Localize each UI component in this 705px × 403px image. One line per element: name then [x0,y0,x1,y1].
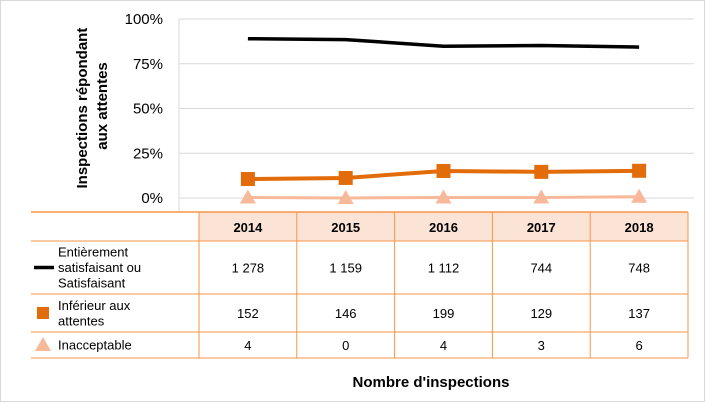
table-cell-value: 199 [433,306,455,321]
y-tick-label: 50% [133,101,163,118]
data-point-triangle [631,188,648,203]
data-point-triangle [533,189,550,204]
x-category-label: 2017 [527,220,556,235]
data-point-triangle [435,189,452,204]
legend-label: satisfaisant ou [58,260,141,275]
data-point-square [240,172,255,187]
table-cell-value: 0 [342,338,349,353]
y-axis-ticks: 100% 75% 50% 25% 0% [125,11,163,207]
legend-label: Satisfaisant [58,276,126,291]
data-table: 2014 2015 2016 2017 2018 Entièrementsatisfais… [31,211,689,359]
table-header-band [199,212,688,241]
y-tick-label: 75% [133,56,163,73]
table-cell-value: 744 [530,261,552,276]
table-cell-value: 137 [628,306,650,321]
y-axis-title: Inspections répondant aux attentes [74,23,111,188]
table-cell-value: 1 112 [428,261,460,276]
table-cell-value: 6 [635,338,642,353]
x-axis-title: Nombre d'inspections [353,374,510,391]
table-cell-value: 748 [628,261,650,276]
y-axis-title-line-1: Inspections répondant [74,28,91,189]
series-line [247,36,640,49]
table-cell-value: 152 [237,306,259,321]
table-cell-value: 1 278 [232,261,265,276]
legend-key-square [37,307,49,319]
data-point-triangle [337,190,354,204]
legend-label: Inacceptable [58,338,132,353]
y-tick-label: 25% [133,145,163,162]
y-tick-label: 0% [141,190,163,207]
data-point-square [436,163,451,178]
x-category-label: 2018 [625,220,654,235]
data-point-square [632,163,647,178]
table-cell-value: 3 [538,338,545,353]
table-cell-value: 129 [530,306,552,321]
data-point-triangle [239,189,256,204]
legend-label: Entièrement [58,245,128,260]
data-point-square [338,170,353,185]
legend-label: attentes [58,313,105,328]
y-axis-title-line-2: aux attentes [94,62,111,150]
table-cell-value: 1 159 [329,261,362,276]
series-lines [239,36,648,204]
x-category-label: 2016 [429,220,458,235]
x-category-label: 2014 [233,220,263,235]
y-tick-label: 100% [125,11,163,28]
legend-label: Inférieur aux [58,298,131,313]
table-cell-value: 146 [335,306,357,321]
table-cell-value: 4 [244,338,251,353]
legend-key-triangle [35,337,51,351]
table-cell-value: 4 [440,338,447,353]
x-category-label: 2015 [331,220,360,235]
data-point-square [534,164,549,179]
